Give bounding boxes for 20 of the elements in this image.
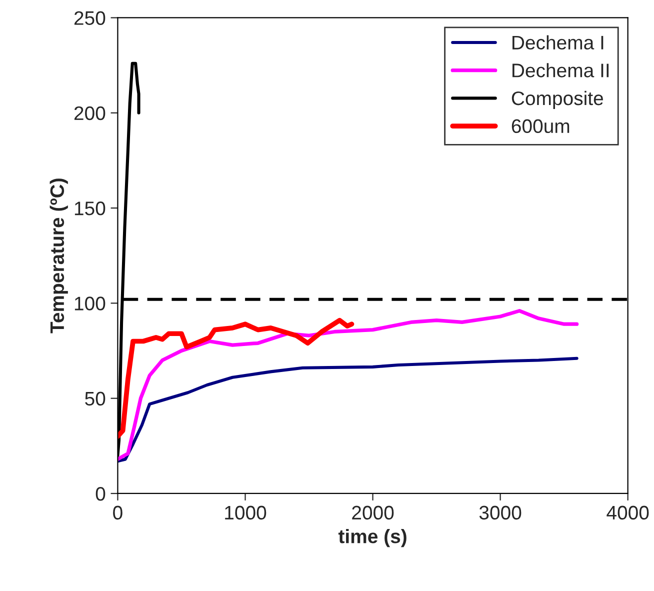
x-tick-label: 3000: [479, 506, 522, 520]
y-tick-label: 50: [85, 392, 106, 406]
y-axis-title: Temperature (ºC): [50, 178, 68, 334]
legend-label: 600um: [512, 119, 570, 134]
y-tick-label: 250: [74, 11, 106, 25]
legend-label: Dechema II: [512, 63, 609, 78]
y-tick-label: 100: [74, 296, 106, 310]
y-tick-label: 0: [96, 486, 106, 501]
line-series: [118, 318, 354, 439]
y-tick-label: 200: [74, 106, 106, 120]
legend-label: Composite: [512, 90, 603, 110]
y-tick-label: 150: [74, 202, 106, 216]
line-series: [118, 356, 578, 463]
x-axis-title: time (s): [338, 528, 406, 548]
x-tick-label: 1000: [225, 506, 266, 520]
legend-label: Dechema I: [512, 35, 604, 50]
x-tick-label: 4000: [606, 506, 649, 520]
x-tick-label: 0: [113, 506, 122, 520]
line-series: [118, 308, 579, 462]
x-tick-label: 2000: [352, 506, 394, 520]
